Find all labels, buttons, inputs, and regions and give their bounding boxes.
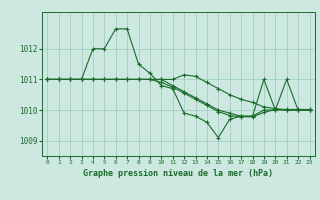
X-axis label: Graphe pression niveau de la mer (hPa): Graphe pression niveau de la mer (hPa): [84, 169, 273, 178]
